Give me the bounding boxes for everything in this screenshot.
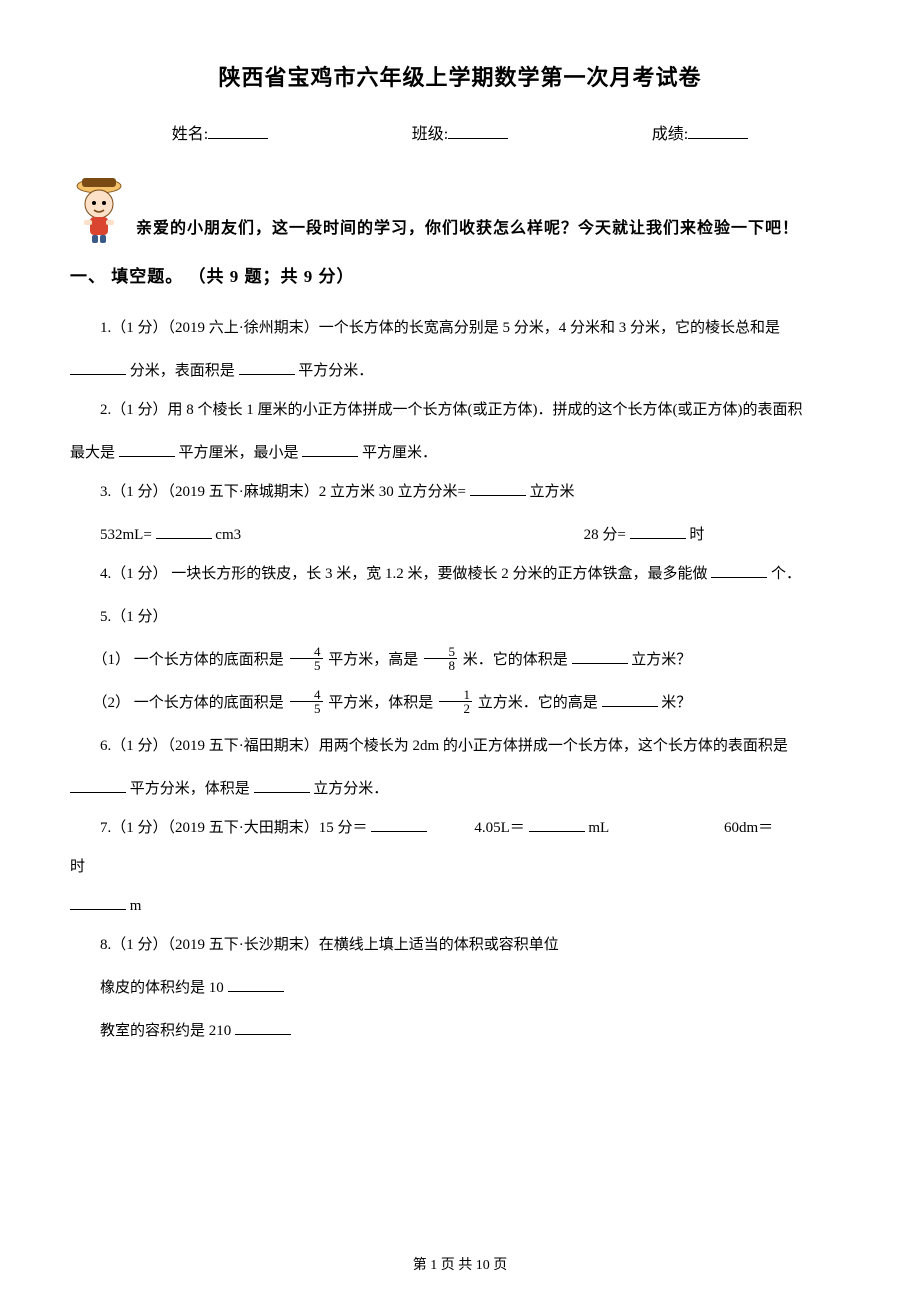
q2-blank-2[interactable]: [302, 441, 358, 457]
score-blank[interactable]: [688, 122, 748, 139]
q3-l2a: 532mL=: [100, 527, 152, 543]
q6-tail: 立方分米．: [313, 781, 388, 797]
q2-l2a: 最大是: [70, 445, 115, 461]
q7-blank-3[interactable]: [70, 894, 126, 910]
mascot-icon: [70, 174, 128, 244]
question-5-1: （1） 一个长方体的底面积是 45 平方米，高是 58 米．它的体积是 立方米？: [70, 641, 850, 680]
page-footer: 第 1 页 共 10 页: [0, 1254, 920, 1274]
q2-blank-1[interactable]: [119, 441, 175, 457]
q5-1-pre: （1） 一个长方体的底面积是: [93, 652, 288, 668]
q5-1-mid2: 米．它的体积是: [463, 652, 568, 668]
q6-blank-1[interactable]: [70, 777, 126, 793]
q7-blank-2[interactable]: [529, 816, 585, 832]
fraction-4-5b: 45: [290, 688, 323, 715]
q5-1-tail: 立方米？: [631, 652, 691, 668]
question-3: 3.（1 分）（2019 五下·麻城期末）2 立方米 30 立方分米= 立方米: [70, 473, 850, 512]
q7-mid2: 4.05L＝: [474, 820, 524, 836]
name-field: 姓名:: [172, 120, 268, 144]
q3-blank-2[interactable]: [156, 523, 212, 539]
name-label: 姓名:: [172, 120, 208, 144]
exam-page: 陕西省宝鸡市六年级上学期数学第一次月考试卷 姓名: 班级: 成绩:: [0, 0, 920, 1302]
intro-text: 亲爱的小朋友们，这一段时间的学习，你们收获怎么样呢？今天就让我们来检验一下吧！: [136, 214, 799, 244]
q7-pre: 7.（1 分）（2019 五下·大田期末）15 分＝: [100, 820, 368, 836]
q6-mid: 平方分米，体积是: [130, 781, 250, 797]
score-field: 成绩:: [652, 120, 748, 144]
q2-tail: 平方厘米．: [362, 445, 437, 461]
q8-blank-1[interactable]: [228, 976, 284, 992]
question-4: 4.（1 分） 一块长方形的铁皮，长 3 米，宽 1.2 米，要做棱长 2 分米…: [70, 555, 850, 594]
q4-tail: 个．: [771, 566, 801, 582]
q8-pre: 8.（1 分）（2019 五下·长沙期末）在横线上填上适当的体积或容积单位: [100, 937, 559, 953]
class-blank[interactable]: [448, 122, 508, 139]
q7-mid3: mL: [588, 820, 609, 836]
q6-pre: 6.（1 分）（2019 五下·福田期末）用两个棱长为 2dm 的小正方体拼成一…: [100, 738, 788, 754]
q3-blank-1[interactable]: [470, 480, 526, 496]
q5-2-tail: 米？: [661, 695, 691, 711]
q5-1-blank[interactable]: [572, 648, 628, 664]
question-3-line2: 532mL= cm3 28 分= 时: [70, 516, 850, 555]
q8-blank-2[interactable]: [235, 1019, 291, 1035]
intro-row: 亲爱的小朋友们，这一段时间的学习，你们收获怎么样呢？今天就让我们来检验一下吧！: [70, 174, 850, 244]
question-8-line1: 橡皮的体积约是 10: [70, 969, 850, 1008]
q3-l2b-tail: 时: [689, 527, 704, 543]
question-8-line2: 教室的容积约是 210: [70, 1012, 850, 1051]
q1-blank-1[interactable]: [70, 359, 126, 375]
q4-blank[interactable]: [711, 562, 767, 578]
question-2-line2: 最大是 平方厘米，最小是 平方厘米．: [70, 434, 850, 473]
student-info-row: 姓名: 班级: 成绩:: [70, 120, 850, 144]
score-label: 成绩:: [652, 120, 688, 144]
question-5-2: （2） 一个长方体的底面积是 45 平方米，体积是 12 立方米．它的高是 米？: [70, 684, 850, 723]
q7-blank-1[interactable]: [371, 816, 427, 832]
q1-mid: 分米，表面积是: [130, 363, 235, 379]
q7-mid4: 60dm＝: [724, 820, 773, 836]
fraction-5-8: 58: [424, 645, 457, 672]
class-field: 班级:: [412, 120, 508, 144]
q5-2-mid: 平方米，体积是: [328, 695, 437, 711]
question-6: 6.（1 分）（2019 五下·福田期末）用两个棱长为 2dm 的小正方体拼成一…: [70, 727, 850, 766]
name-blank[interactable]: [208, 122, 268, 139]
fraction-4-5: 45: [290, 645, 323, 672]
q1-tail: 平方分米．: [298, 363, 373, 379]
q5-2-mid2: 立方米．它的高是: [478, 695, 598, 711]
question-6-line2: 平方分米，体积是 立方分米．: [70, 770, 850, 809]
q2-pre: 2.（1 分）用 8 个棱长 1 厘米的小正方体拼成一个长方体(或正方体)．拼成…: [100, 402, 803, 418]
section-1-heading: 一、 填空题。 （共 9 题；共 9 分）: [70, 262, 850, 287]
q5-head: 5.（1 分）: [100, 609, 168, 625]
question-2: 2.（1 分）用 8 个棱长 1 厘米的小正方体拼成一个长方体(或正方体)．拼成…: [70, 391, 850, 430]
q1-blank-2[interactable]: [239, 359, 295, 375]
class-label: 班级:: [412, 120, 448, 144]
q2-mid: 平方厘米，最小是: [179, 445, 299, 461]
page-title: 陕西省宝鸡市六年级上学期数学第一次月考试卷: [70, 60, 850, 92]
q8-l1: 橡皮的体积约是 10: [100, 980, 224, 996]
q7-tail: m: [130, 898, 142, 914]
q3-pre: 3.（1 分）（2019 五下·麻城期末）2 立方米 30 立方分米=: [100, 484, 466, 500]
question-7-line2: m: [70, 887, 850, 926]
q3-l2b: 28 分=: [584, 527, 626, 543]
question-8: 8.（1 分）（2019 五下·长沙期末）在横线上填上适当的体积或容积单位: [70, 926, 850, 965]
q6-blank-2[interactable]: [254, 777, 310, 793]
q7-mid1: 时: [70, 859, 85, 875]
q8-l2: 教室的容积约是 210: [100, 1023, 231, 1039]
q4-pre: 4.（1 分） 一块长方形的铁皮，长 3 米，宽 1.2 米，要做棱长 2 分米…: [100, 566, 708, 582]
question-7: 7.（1 分）（2019 五下·大田期末）15 分＝ 时 4.05L＝ mL 6…: [70, 809, 850, 887]
question-1: 1.（1 分）（2019 六上·徐州期末）一个长方体的长宽高分别是 5 分米，4…: [70, 309, 850, 348]
question-5: 5.（1 分）: [70, 598, 850, 637]
q3-tail: 立方米: [529, 484, 574, 500]
q3-l2a-tail: cm3: [215, 527, 241, 543]
question-1-line2: 分米，表面积是 平方分米．: [70, 352, 850, 391]
q5-2-blank[interactable]: [602, 691, 658, 707]
q1-pre: 1.（1 分）（2019 六上·徐州期末）一个长方体的长宽高分别是 5 分米，4…: [100, 320, 780, 336]
q5-1-mid: 平方米，高是: [328, 652, 422, 668]
q3-blank-3[interactable]: [630, 523, 686, 539]
q5-2-pre: （2） 一个长方体的底面积是: [93, 695, 288, 711]
fraction-1-2: 12: [439, 688, 472, 715]
